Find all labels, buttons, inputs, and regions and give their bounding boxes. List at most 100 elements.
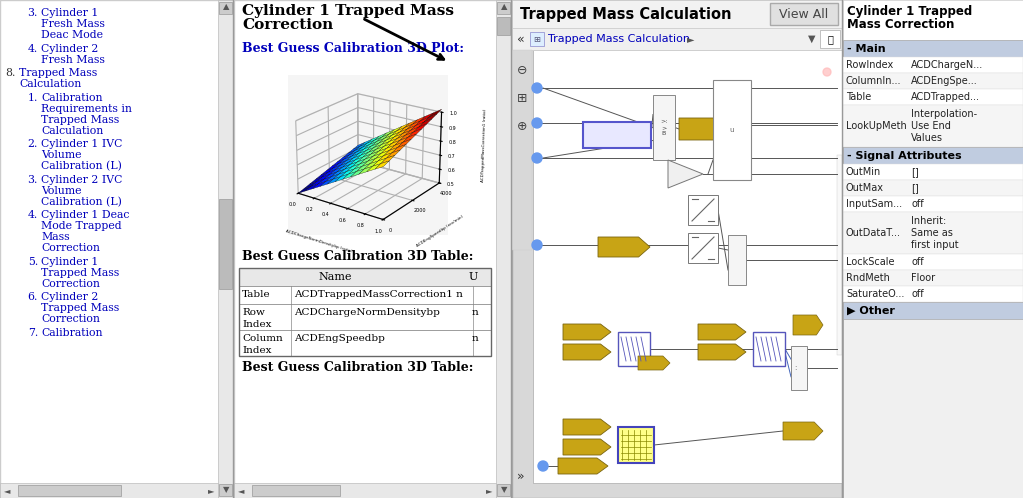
Text: Cylinder 2 IVC: Cylinder 2 IVC (41, 174, 123, 184)
Text: - Signal Attributes: - Signal Attributes (847, 150, 962, 160)
Circle shape (538, 461, 548, 471)
Bar (512, 28, 842, 50)
Text: u: u (729, 127, 735, 133)
Text: off: off (911, 257, 924, 267)
Text: OutMax: OutMax (846, 183, 884, 193)
Bar (239, 330, 491, 356)
Bar (753, 332, 785, 366)
Polygon shape (563, 344, 611, 360)
Text: View All: View All (780, 7, 829, 20)
Text: Interpolation-: Interpolation- (911, 109, 977, 119)
Text: Trapped Mass Calculation: Trapped Mass Calculation (520, 6, 731, 21)
Bar (713, 80, 751, 180)
Text: ACDTrappedMassCorrection1 n: ACDTrappedMassCorrection1 n (294, 290, 462, 299)
Bar (791, 346, 807, 390)
Text: Calculation: Calculation (41, 125, 103, 135)
Bar (219, 2, 232, 14)
Bar (497, 17, 510, 35)
Bar (728, 235, 746, 285)
Text: Volume: Volume (41, 185, 82, 196)
Text: Best Guess Calibration 3D Table:: Best Guess Calibration 3D Table: (242, 250, 474, 263)
Bar (843, 254, 1023, 270)
Polygon shape (563, 324, 611, 340)
Circle shape (532, 240, 542, 250)
Bar (653, 95, 675, 160)
Text: Cylinder 2: Cylinder 2 (41, 292, 98, 302)
Bar (239, 304, 491, 330)
Text: ▼: ▼ (223, 486, 229, 495)
Text: []: [] (911, 167, 919, 177)
Bar (18, 485, 121, 496)
Bar (0, 0, 233, 498)
Text: «: « (517, 32, 525, 45)
Text: ACDEngSpe...: ACDEngSpe... (911, 76, 978, 86)
Text: LookUpMeth: LookUpMeth (846, 121, 906, 131)
Text: n: n (472, 334, 479, 343)
Bar (530, 32, 544, 46)
Text: Inherit:: Inherit: (911, 216, 946, 226)
Polygon shape (563, 419, 611, 435)
Text: ⊞: ⊞ (517, 92, 527, 105)
Bar (843, 0, 1023, 40)
Text: Cylinder 1 Trapped Mass: Cylinder 1 Trapped Mass (242, 4, 454, 18)
Circle shape (532, 153, 542, 163)
Bar (820, 30, 840, 48)
Y-axis label: ACDEngSpeedbp (rev/min): ACDEngSpeedbp (rev/min) (416, 215, 464, 248)
Text: RowIndex: RowIndex (846, 60, 893, 70)
Text: Row: Row (242, 308, 265, 317)
Bar (843, 212, 1023, 254)
Text: off: off (911, 199, 924, 209)
Polygon shape (698, 344, 746, 360)
Bar (843, 180, 1023, 196)
Bar (843, 286, 1023, 302)
Polygon shape (698, 324, 746, 340)
Text: 2.: 2. (28, 139, 38, 149)
Text: Cylinder 1: Cylinder 1 (41, 256, 98, 266)
Text: Correction: Correction (41, 314, 100, 324)
Text: Calibration (L): Calibration (L) (41, 161, 122, 171)
Text: Requirements in: Requirements in (41, 104, 132, 114)
Text: Best Guess Calibration 3D Table:: Best Guess Calibration 3D Table: (242, 361, 474, 374)
Text: []: [] (911, 183, 919, 193)
Text: ACDEngSpeedbp: ACDEngSpeedbp (294, 334, 385, 343)
Text: Trapped Mass: Trapped Mass (41, 115, 120, 124)
Text: ▲: ▲ (500, 2, 507, 11)
Text: Correction: Correction (41, 243, 100, 253)
Text: U: U (469, 272, 478, 282)
Text: Mass Correction: Mass Correction (847, 18, 954, 31)
Text: ACDChargeNormDensitybp: ACDChargeNormDensitybp (294, 308, 440, 317)
Text: 8.: 8. (5, 68, 16, 78)
Text: Cylinder 1 Trapped: Cylinder 1 Trapped (847, 5, 972, 18)
Text: »: » (517, 470, 525, 483)
Text: 6.: 6. (28, 292, 38, 302)
Text: 7.: 7. (28, 328, 38, 338)
Bar (843, 89, 1023, 105)
Bar (770, 3, 838, 25)
Text: Trapped Mass: Trapped Mass (41, 303, 120, 313)
Text: Volume: Volume (41, 150, 82, 160)
Bar (0, 483, 218, 498)
Bar (497, 484, 510, 496)
Bar (219, 484, 232, 496)
Bar (583, 122, 651, 148)
Bar (843, 0, 1023, 498)
Bar (843, 270, 1023, 286)
Text: Cylinder 1 IVC: Cylinder 1 IVC (41, 139, 123, 149)
Circle shape (532, 83, 542, 93)
Text: Fresh Mass: Fresh Mass (41, 54, 105, 65)
X-axis label: ACDChargeNormDensitybp (ratio): ACDChargeNormDensitybp (ratio) (285, 229, 353, 253)
Bar (533, 50, 842, 483)
Text: Calibration: Calibration (41, 93, 102, 103)
Polygon shape (668, 160, 703, 188)
Bar (843, 73, 1023, 89)
Text: Mode Trapped: Mode Trapped (41, 221, 122, 231)
Text: ▲: ▲ (223, 2, 229, 11)
Text: ►: ► (208, 487, 214, 496)
Text: first input: first input (911, 240, 959, 250)
Text: Trapped Mass: Trapped Mass (41, 267, 120, 277)
Text: Calculation: Calculation (19, 79, 81, 89)
Text: Name: Name (318, 272, 352, 282)
Bar (234, 0, 512, 498)
Polygon shape (558, 458, 608, 474)
Text: n: n (472, 308, 479, 317)
